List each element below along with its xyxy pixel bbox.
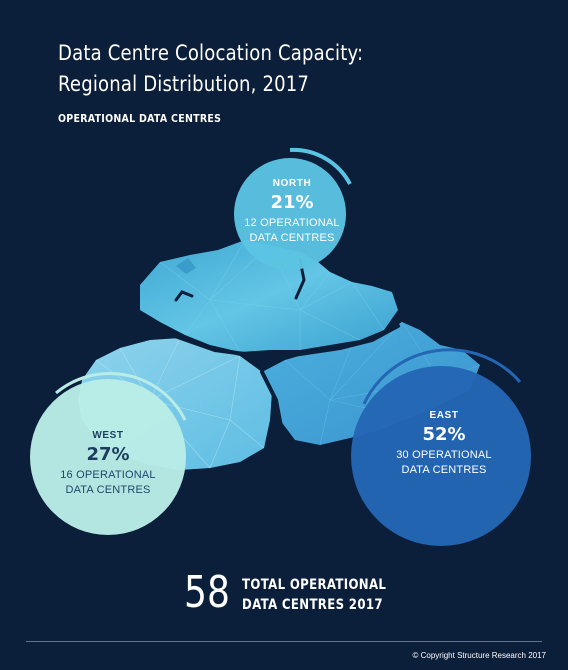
- north-desc-line-1: 12 OPERATIONAL: [244, 217, 340, 229]
- map-north-facets: [159, 239, 385, 353]
- total-label-line-1: TOTAL OPERATIONAL: [242, 577, 387, 593]
- map-divider-east: [260, 370, 284, 434]
- east-region-name: EAST: [429, 410, 459, 421]
- title-line-1: Data Centre Colocation Capacity:: [58, 41, 364, 65]
- map-divider-north: [136, 316, 400, 359]
- total-label: TOTAL OPERATIONAL DATA CENTRES 2017: [242, 575, 386, 615]
- copyright-notice: © Copyright Structure Research 2017: [412, 651, 546, 660]
- west-bubble-ring: [55, 372, 187, 421]
- north-percent: 21%: [270, 192, 314, 213]
- total-label-line-2: DATA CENTRES 2017: [242, 597, 383, 613]
- title-line-2: Regional Distribution, 2017: [58, 72, 310, 96]
- west-bubble: [30, 379, 186, 535]
- page-title: Data Centre Colocation Capacity: Regiona…: [58, 38, 436, 100]
- east-bubble-ring: [362, 348, 522, 405]
- map-region-north: [140, 240, 398, 352]
- footer-divider: [26, 641, 542, 642]
- east-desc-line-1: 30 OPERATIONAL: [396, 449, 492, 461]
- west-desc-line-2: DATA CENTRES: [65, 484, 151, 496]
- west-region-name: WEST: [92, 430, 124, 441]
- east-label-group: EAST 52% 30 OPERATIONAL DATA CENTRES: [364, 410, 524, 478]
- north-desc-line-2: DATA CENTRES: [249, 232, 335, 244]
- west-desc-line-1: 16 OPERATIONAL: [60, 469, 156, 481]
- east-bubble: [351, 366, 531, 546]
- east-percent: 52%: [422, 424, 466, 445]
- map-river: [174, 290, 194, 302]
- north-bubble-ring: [289, 147, 352, 185]
- west-percent: 27%: [86, 444, 130, 465]
- page-subtitle: OPERATIONAL DATA CENTRES: [58, 112, 222, 125]
- west-label-group: WEST 27% 16 OPERATIONAL DATA CENTRES: [28, 430, 188, 498]
- total-count: 58: [184, 567, 230, 618]
- north-label-group: NORTH 21% 12 OPERATIONAL DATA CENTRES: [222, 178, 362, 246]
- north-region-name: NORTH: [272, 178, 312, 189]
- map-islet: [176, 258, 196, 274]
- east-desc-line-2: DATA CENTRES: [401, 464, 487, 476]
- north-bubble: [234, 158, 346, 270]
